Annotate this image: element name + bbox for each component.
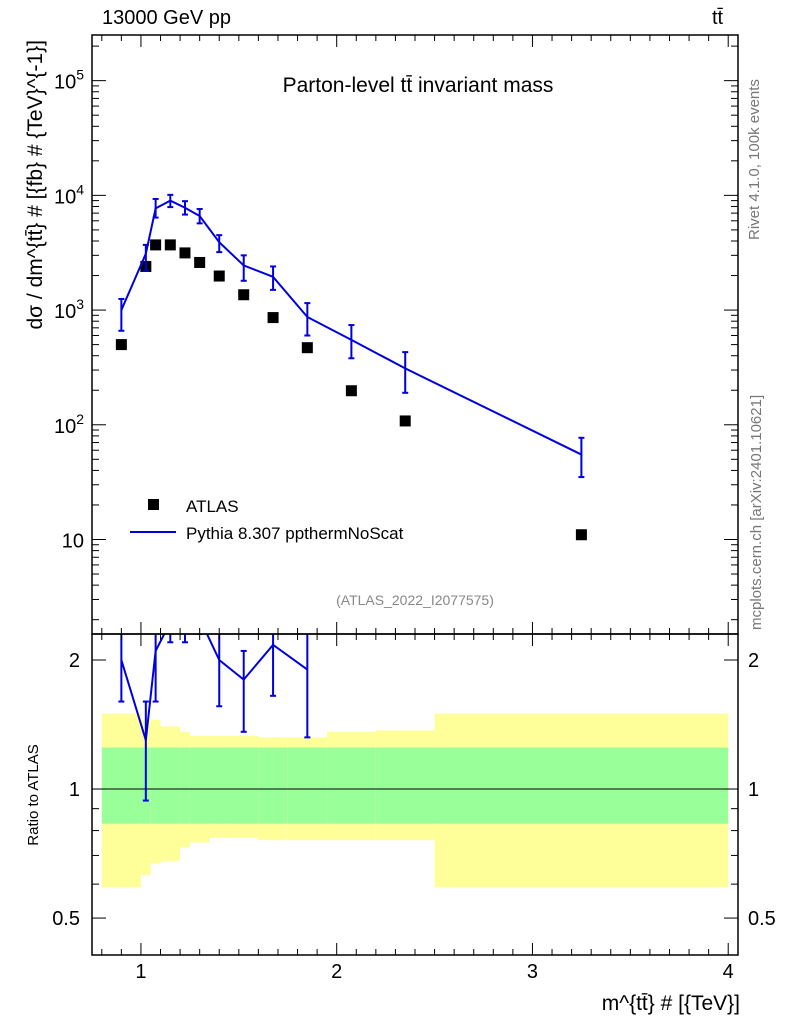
energy-label: 13000 GeV pp — [102, 7, 231, 29]
ratio-uncertainty-bands — [101, 713, 729, 888]
y-tick-label: 104 — [54, 181, 84, 208]
ratio-y-tick-label-right: 1 — [748, 779, 759, 801]
atlas-data-point — [194, 256, 206, 268]
ratio-band-inner — [375, 747, 435, 824]
ratio-y-tick-label-right: 0.5 — [748, 908, 776, 930]
atlas-data-point — [345, 385, 357, 397]
atlas-data-point — [575, 529, 587, 541]
x-tick-label: 1 — [135, 961, 146, 983]
ratio-y-tick-label-right: 2 — [748, 650, 759, 672]
y-tick-label: 105 — [54, 67, 84, 94]
atlas-data-point — [115, 339, 127, 351]
ratio-y-tick-label: 1 — [69, 779, 80, 801]
y-axis-label: dσ / dm^{tt̄} # [{fb} # {TeV}^{-1}] — [24, 40, 47, 330]
ratio-band-inner — [189, 747, 210, 824]
ratio-y-tick-label: 0.5 — [52, 908, 80, 930]
y-tick-label: 102 — [54, 411, 84, 438]
atlas-data-point — [213, 270, 225, 282]
ratio-band-inner — [180, 747, 190, 824]
x-tick-label: 4 — [723, 961, 734, 983]
ratio-band-inner — [434, 747, 729, 824]
y-tick-label: 10 — [62, 530, 84, 552]
axes — [91, 34, 739, 956]
ratio-band-inner — [160, 747, 181, 824]
atlas-data-point — [301, 342, 313, 354]
mcplots-label: mcplots.cern.ch [arXiv:2401.10621] — [748, 394, 765, 630]
ratio-y-axis-label: Ratio to ATLAS — [25, 744, 42, 845]
ratio-band-inner — [150, 747, 161, 824]
atlas-data-point — [399, 415, 411, 427]
atlas-data-point — [150, 239, 162, 251]
legend-atlas-marker — [148, 499, 159, 510]
ratio-band-inner — [287, 747, 327, 824]
atlas-data-point — [238, 289, 250, 301]
x-tick-label: 2 — [331, 961, 342, 983]
ratio-line — [120, 634, 308, 741]
legend-pythia-label: Pythia 8.307 ppthermNoScat — [186, 524, 404, 543]
ratio-band-inner — [258, 747, 288, 824]
atlas-data-point — [179, 247, 191, 259]
data-marks — [115, 193, 587, 802]
atlas-data-point — [267, 312, 279, 324]
x-axis-label: m^{tt̄} # [{TeV}] — [602, 992, 740, 1015]
main-panel-frame — [91, 34, 739, 635]
ratio-band-inner — [209, 747, 230, 824]
ratio-band-inner — [326, 747, 376, 824]
y-tick-label: 103 — [54, 296, 84, 323]
ratio-band-inner — [229, 747, 259, 824]
ratio-y-tick-label: 2 — [69, 650, 80, 672]
process-label: tt̄ — [712, 7, 724, 29]
chart-texts: 1 2 3 4 10 102 103 104 105 0.5 0.5 1 1 2 2 Parton-level… — [24, 40, 776, 1015]
atlas-data-point — [164, 239, 176, 251]
ratio-band-inner — [101, 747, 141, 824]
x-tick-label: 3 — [527, 961, 538, 983]
analysis-id: (ATLAS_2022_I2077575) — [336, 592, 494, 608]
rivet-version-label: Rivet 4.1.0, 100k events — [746, 79, 763, 240]
legend-atlas-label: ATLAS — [186, 497, 239, 516]
chart-title: Parton-level tt̄ invariant mass — [283, 74, 554, 97]
